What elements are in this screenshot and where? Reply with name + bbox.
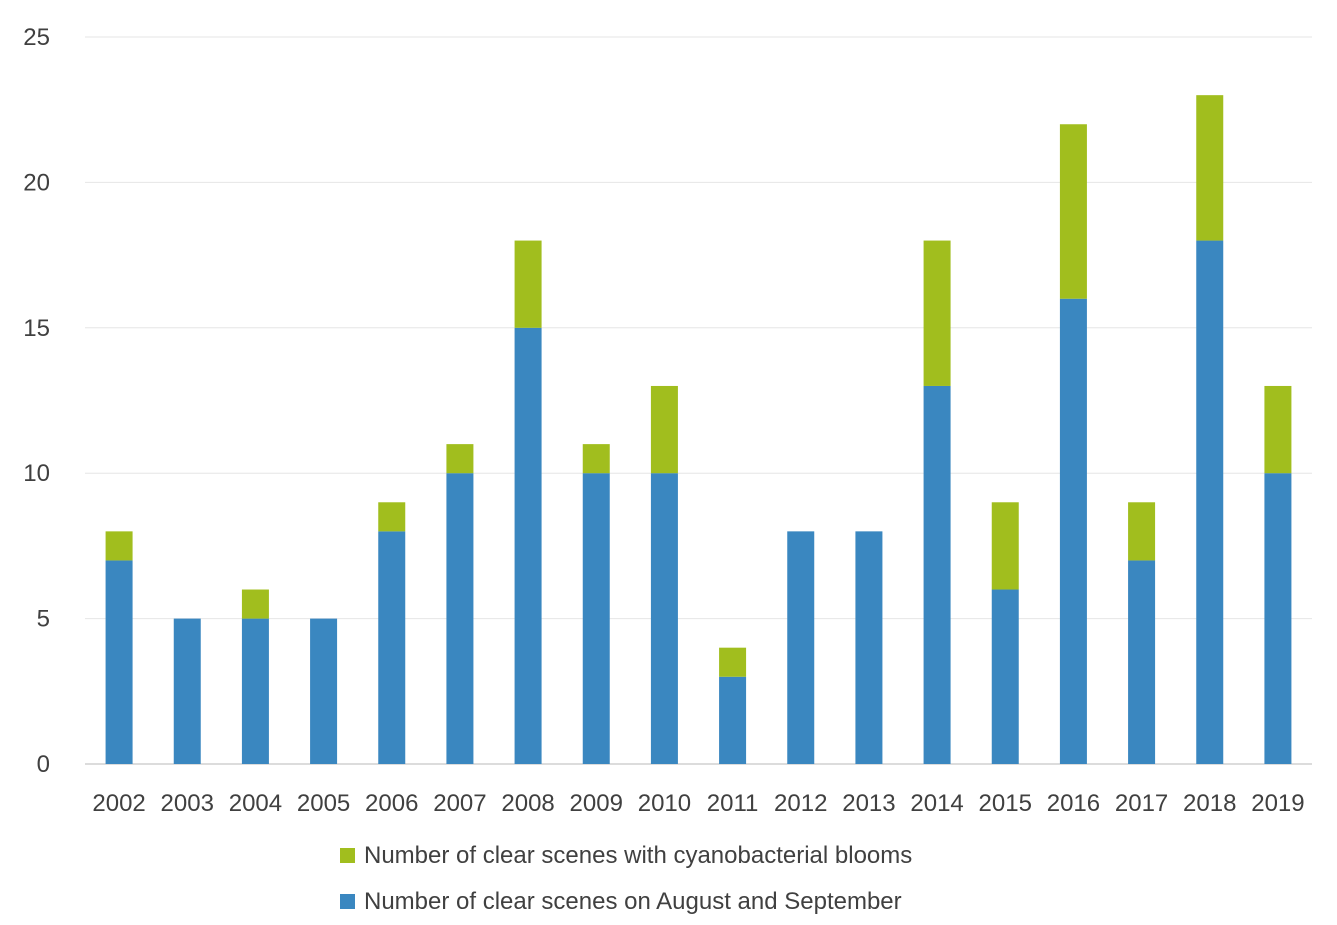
bar-segment-august-september-2018 — [1196, 240, 1224, 764]
x-tick-label: 2017 — [1115, 790, 1168, 817]
bar-segment-cyanobacterial-blooms-2002 — [105, 531, 133, 561]
bar-segment-august-september-2014 — [923, 385, 951, 764]
legend-swatch — [340, 848, 355, 863]
x-axis-ticks: 2002 2003 2004 2005 2006 2007 2008 2009 2010 2011… — [92, 790, 1304, 817]
bar-segment-august-september-2009 — [582, 473, 610, 764]
x-tick-label: 2007 — [433, 790, 486, 817]
bars — [105, 95, 1292, 764]
y-tick-label: 25 — [23, 24, 50, 51]
legend-label: Number of clear scenes on August and Sep… — [364, 888, 902, 915]
x-tick-label: 2018 — [1183, 790, 1236, 817]
x-tick-label: 2011 — [707, 790, 759, 817]
bar-segment-august-september-2011 — [719, 676, 747, 764]
bar-segment-august-september-2019 — [1264, 473, 1292, 764]
bar-segment-cyanobacterial-blooms-2018 — [1196, 95, 1224, 241]
x-tick-label: 2015 — [979, 790, 1032, 817]
bar-segment-cyanobacterial-blooms-2008 — [514, 240, 542, 328]
bar-segment-cyanobacterial-blooms-2004 — [241, 589, 269, 619]
bar-segment-cyanobacterial-blooms-2014 — [923, 240, 951, 386]
y-tick-label: 5 — [37, 606, 50, 633]
bar-segment-cyanobacterial-blooms-2007 — [446, 444, 474, 474]
x-tick-label: 2013 — [842, 790, 895, 817]
bar-segment-cyanobacterial-blooms-2009 — [582, 444, 610, 474]
x-tick-label: 2005 — [297, 790, 350, 817]
x-tick-label: 2004 — [229, 790, 282, 817]
bar-segment-cyanobacterial-blooms-2015 — [991, 502, 1019, 590]
y-tick-label: 10 — [23, 460, 50, 487]
x-tick-label: 2002 — [92, 790, 145, 817]
bar-segment-august-september-2008 — [514, 327, 542, 764]
bar-segment-august-september-2003 — [173, 618, 201, 764]
bar-segment-cyanobacterial-blooms-2011 — [719, 647, 747, 677]
x-tick-label: 2019 — [1251, 790, 1304, 817]
x-tick-label: 2012 — [774, 790, 827, 817]
y-tick-label: 15 — [23, 315, 50, 342]
bar-segment-august-september-2017 — [1128, 560, 1156, 764]
gridlines — [85, 36, 1312, 765]
y-axis-ticks: 0 5 10 15 20 25 — [23, 24, 50, 778]
y-tick-label: 0 — [37, 751, 50, 778]
bar-segment-august-september-2016 — [1059, 298, 1087, 764]
legend-swatch — [340, 894, 355, 909]
bar-segment-august-september-2015 — [991, 589, 1019, 764]
bar-segment-cyanobacterial-blooms-2010 — [650, 385, 678, 474]
bar-segment-cyanobacterial-blooms-2006 — [378, 502, 406, 532]
bar-segment-august-september-2004 — [241, 618, 269, 764]
legend: Number of clear scenes with cyanobacteri… — [340, 842, 912, 915]
x-tick-label: 2016 — [1047, 790, 1100, 817]
bar-segment-august-september-2002 — [105, 560, 133, 764]
x-tick-label: 2014 — [910, 790, 963, 817]
bar-segment-august-september-2010 — [650, 473, 678, 764]
x-tick-label: 2008 — [501, 790, 554, 817]
bar-segment-cyanobacterial-blooms-2019 — [1264, 385, 1292, 474]
bar-segment-august-september-2013 — [855, 531, 883, 764]
x-tick-label: 2010 — [638, 790, 691, 817]
bar-segment-august-september-2012 — [787, 531, 815, 764]
x-tick-label: 2009 — [570, 790, 623, 817]
bar-segment-august-september-2007 — [446, 473, 474, 764]
y-tick-label: 20 — [23, 169, 50, 196]
bar-segment-cyanobacterial-blooms-2017 — [1128, 502, 1156, 561]
bar-segment-cyanobacterial-blooms-2016 — [1059, 124, 1087, 299]
bar-segment-august-september-2006 — [378, 531, 406, 764]
x-tick-label: 2003 — [161, 790, 214, 817]
x-tick-label: 2006 — [365, 790, 418, 817]
legend-label: Number of clear scenes with cyanobacteri… — [364, 842, 912, 869]
bar-segment-august-september-2005 — [310, 618, 338, 764]
